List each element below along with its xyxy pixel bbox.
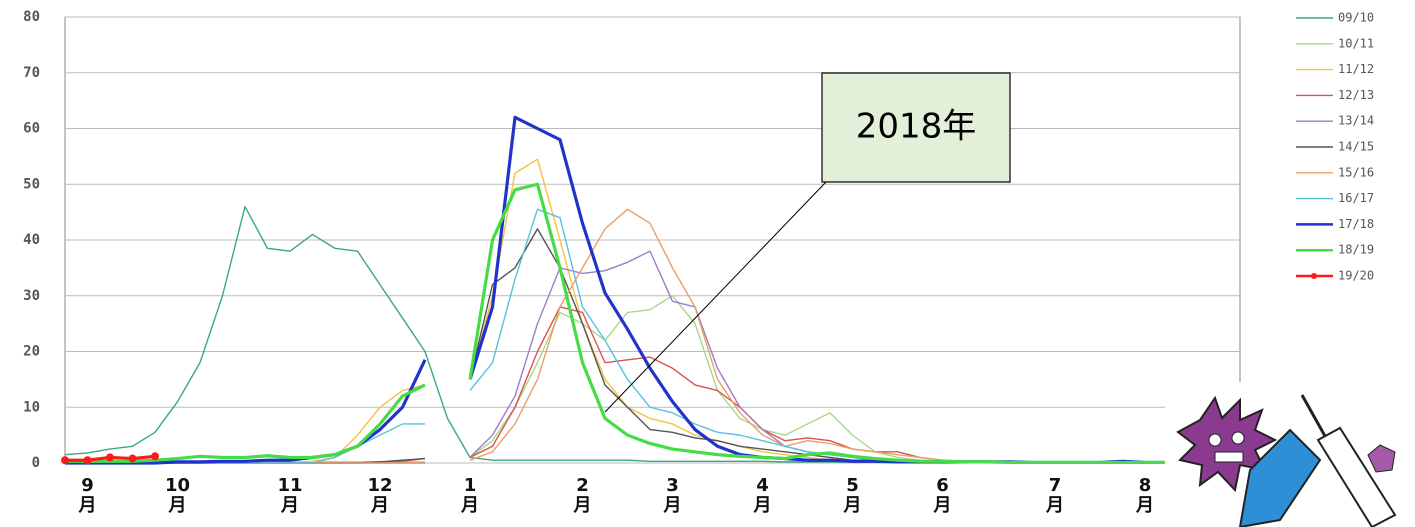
legend-label: 18/19 (1338, 243, 1374, 257)
legend-label: 13/14 (1338, 114, 1374, 128)
lines (61, 117, 1235, 464)
series-line (65, 307, 1235, 463)
x-tick-label: 12 月 (360, 476, 400, 516)
series-line (65, 159, 1235, 463)
point (151, 452, 159, 460)
legend-label: 09/10 (1338, 11, 1374, 25)
x-tick-label: 5 月 (833, 476, 873, 516)
x-tick-label: 2 月 (563, 476, 603, 516)
x-tick-label: 1 月 (450, 476, 490, 516)
virus-eye (1209, 434, 1221, 446)
y-tick-label: 80 (23, 9, 40, 25)
legend-label: 15/16 (1338, 165, 1374, 179)
y-tick-label: 50 (23, 176, 40, 192)
legend-label: 19/20 (1338, 269, 1374, 283)
chart: 0 10 20 30 40 50 60 70 80 09/10 10/11 11/12 12/13 13… (0, 0, 1415, 527)
x-tick-label: 3 月 (653, 476, 693, 516)
y-tick-label: 40 (23, 232, 40, 248)
legend-label: 10/11 (1338, 36, 1374, 50)
legend: 09/10 10/11 11/12 12/13 13/14 14/15 15/16 16/17… (1296, 11, 1374, 283)
y-tick-label: 0 (32, 455, 40, 471)
legend-label: 12/13 (1338, 88, 1374, 102)
x-tick-label: 10 月 (158, 476, 198, 516)
point (84, 456, 92, 464)
y-tick-label: 30 (23, 288, 40, 304)
y-tick-label: 20 (23, 344, 40, 360)
x-tick-label: 11 月 (270, 476, 310, 516)
y-tick-label: 10 (23, 399, 40, 415)
x-tick-label: 9 月 (68, 476, 108, 516)
x-tick-label: 6 月 (923, 476, 963, 516)
point (106, 453, 114, 461)
x-tick-label: 7 月 (1035, 476, 1075, 516)
series-line (65, 229, 1235, 463)
series-line (65, 209, 1235, 463)
point (61, 456, 69, 464)
annotation: 2018年 (856, 107, 977, 147)
mascot (1165, 382, 1415, 527)
legend-label: 17/18 (1338, 217, 1374, 231)
series-line (65, 209, 1235, 463)
x-tick-label: 4 月 (743, 476, 783, 516)
grid: 0 10 20 30 40 50 60 70 80 (23, 9, 1240, 471)
page: 0 10 20 30 40 50 60 70 80 09/10 10/11 11/12 12/13 13… (0, 0, 1415, 527)
y-tick-label: 60 (23, 121, 40, 137)
point (129, 455, 137, 463)
virus-teeth (1215, 452, 1243, 462)
legend-label: 16/17 (1338, 191, 1374, 205)
series-line (65, 117, 1235, 463)
x-tick-label: 8 月 (1125, 476, 1165, 516)
legend-marker (1311, 273, 1317, 279)
series-line (65, 296, 1235, 463)
y-tick-label: 70 (23, 65, 40, 81)
virus-eye (1232, 432, 1244, 444)
series-line (65, 207, 1235, 463)
legend-label: 11/12 (1338, 62, 1374, 76)
legend-label: 14/15 (1338, 140, 1374, 154)
